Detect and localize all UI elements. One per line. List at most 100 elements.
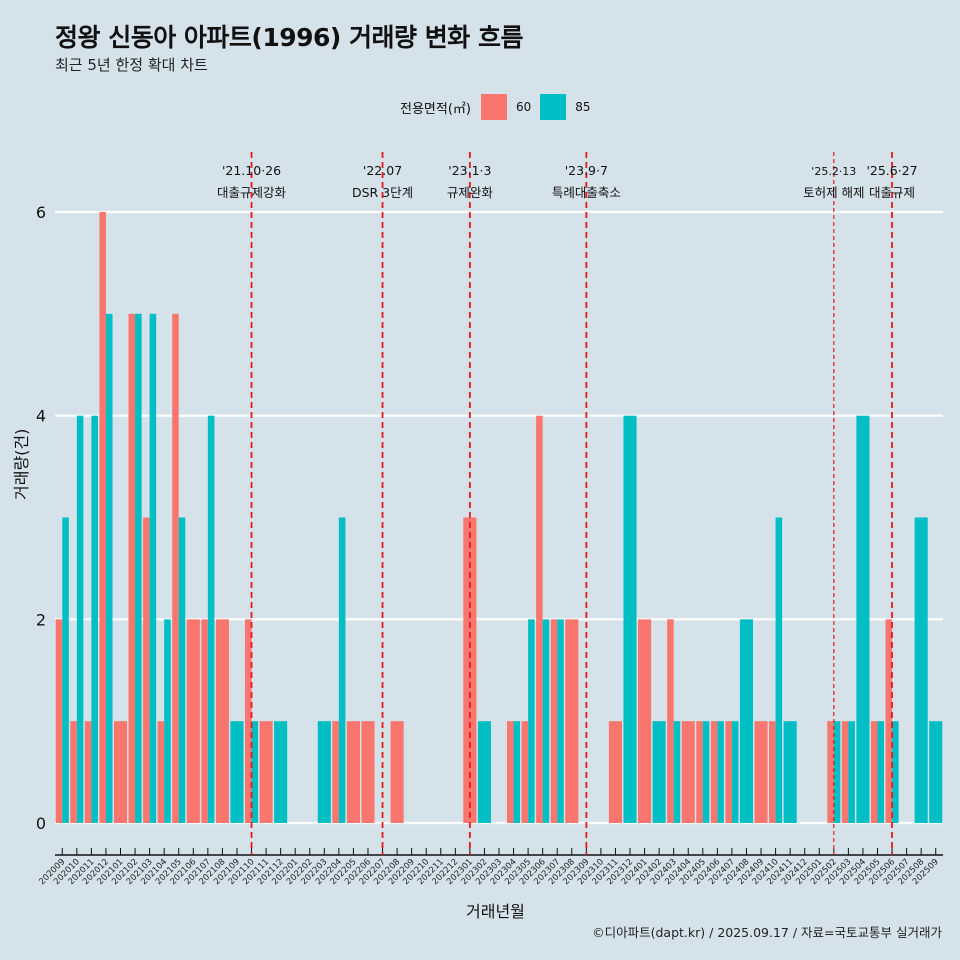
bar-60 [827,721,834,823]
event-label: 토허제 해제 [803,185,864,200]
bar-60 [84,721,92,823]
bar-60 [186,619,200,823]
bar-85 [338,517,346,823]
bar-85 [702,721,710,823]
event-date: '23.1·3 [448,163,491,178]
bar-60 [332,721,339,823]
bar-60 [361,721,375,823]
bar-60 [259,721,273,823]
event-label: 대출규제 [869,185,915,200]
bar-60 [769,721,776,823]
bar-60 [346,721,360,823]
legend-label-60: 60 [515,100,532,114]
bar-60 [870,721,878,823]
event-label: 특례대출축소 [552,185,621,200]
event-label: 규제완화 [447,185,494,200]
bar-85 [717,721,724,823]
bar-85 [230,721,244,823]
bar-85 [731,721,739,823]
y-tick-label: 0 [36,814,46,833]
bar-85 [317,721,331,823]
bar-85 [207,415,215,823]
bar-85 [877,721,885,823]
bar-60 [390,721,404,823]
bar-85 [783,721,797,823]
bar-60 [521,721,529,823]
x-axis-label: 거래년월 [466,902,525,921]
legend-swatch-85 [540,94,567,120]
event-date: '25.6·27 [866,163,917,178]
bar-60 [681,721,695,823]
bar-60 [638,619,652,823]
event-date: '21.10·26 [222,163,281,178]
chart-subtitle: 최근 5년 한정 확대 차트 [55,56,208,74]
bar-85 [251,721,259,823]
legend-title: 전용면적(㎡) [400,101,471,117]
bar-85 [149,313,157,823]
bar-60 [201,619,208,823]
bar-85 [164,619,171,823]
bar-60 [215,619,229,823]
bar-85 [513,721,521,823]
bar-85 [673,721,681,823]
bar-60 [536,415,543,823]
bar-60 [55,619,63,823]
event-date: '22.07 [363,163,402,178]
bar-85 [274,721,288,823]
event-label: 대출규제강화 [217,185,287,200]
bar-60 [172,313,179,823]
bar-85 [775,517,783,823]
source-caption: ©디아파트(dapt.kr) / 2025.09.17 / 자료=국토교통부 실… [592,925,942,940]
bar-60 [244,619,252,823]
bar-85 [91,415,98,823]
y-axis-label: 거래량(건) [12,428,31,500]
bar-60 [507,721,514,823]
legend: 전용면적(㎡) 60 85 [400,93,600,121]
y-tick-label: 2 [36,610,46,629]
bar-60 [143,517,150,823]
bar-60 [99,212,106,823]
bar-85 [623,415,637,823]
y-tick-label: 6 [36,203,46,222]
bar-60 [725,721,732,823]
event-label: DSR 3단계 [352,185,413,200]
bar-60 [113,721,128,823]
event-date: '25.2·13 [811,165,856,178]
bar-60 [463,517,477,823]
bar-60 [550,619,558,823]
bar-85 [477,721,491,823]
bar-85 [557,619,564,823]
bar-60 [754,721,768,823]
bar-85 [739,619,754,823]
bar-85 [105,313,113,823]
bar-85 [528,619,535,823]
bar-60 [157,721,165,823]
bar-85 [929,721,943,823]
bar-60 [696,721,703,823]
bar-85 [178,517,186,823]
bar-85 [833,721,841,823]
bar-85 [652,721,666,823]
bar-60 [608,721,623,823]
bar-85 [62,517,69,823]
bar-85 [76,415,84,823]
bar-85 [848,721,855,823]
bar-85 [542,619,550,823]
chart-title: 정왕 신동아 아파트(1996) 거래량 변화 흐름 [55,23,523,52]
bar-60 [70,721,77,823]
y-tick-label: 4 [36,407,46,426]
bar-85 [914,517,928,823]
bar-60 [885,619,893,823]
bar-85 [856,415,870,823]
bar-60 [667,619,674,823]
legend-label-85: 85 [575,100,591,114]
bar-60 [841,721,849,823]
bar-60 [128,313,136,823]
bar-60 [710,721,718,823]
bar-85 [892,721,899,823]
legend-swatch-60 [480,94,507,120]
bar-85 [135,313,142,823]
bar-60 [565,619,579,823]
event-date: '23.9·7 [565,163,608,178]
